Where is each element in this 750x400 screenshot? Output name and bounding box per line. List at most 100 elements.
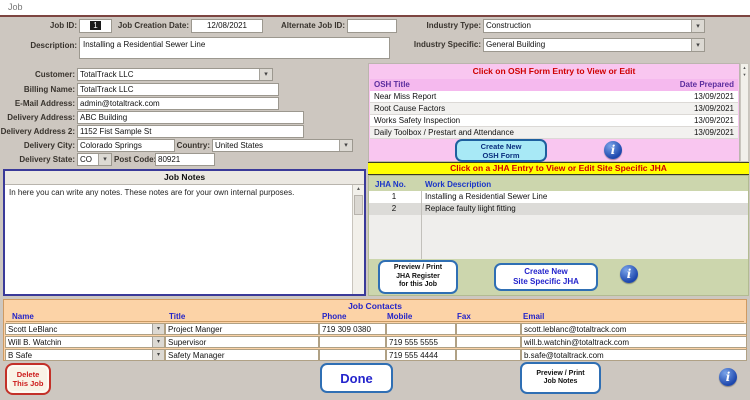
contact-name-value: B Safe (8, 351, 33, 360)
contact-name-value: Scott LeBlanc (8, 325, 58, 334)
industry-type-label: Industry Type: (426, 21, 481, 30)
jha-banner: Click on a JHA Entry to View or Edit Sit… (368, 162, 749, 175)
email-address-field[interactable]: admin@totaltrack.com (77, 97, 279, 110)
description-field[interactable]: Installing a Residential Sewer Line (79, 37, 390, 59)
chevron-down-icon[interactable]: ▾ (339, 140, 352, 151)
industry-specific-label: Industry Specific: (413, 40, 481, 49)
contact-name-value: Will B. Watchin (8, 338, 62, 347)
delivery-state-value: CO (80, 155, 92, 164)
window-title: Job (8, 2, 23, 12)
contact-title-field[interactable]: Supervisor (165, 336, 319, 348)
form-top-border (0, 15, 750, 17)
jha-no-column-header: JHA No. (375, 180, 406, 189)
jha-table-header: JHA No. Work Description (369, 178, 748, 192)
job-contacts-title: Job Contacts (348, 301, 402, 311)
description-label: Description: (30, 41, 77, 50)
billing-name-field[interactable]: TotalTrack LLC (77, 83, 279, 96)
footer-info-icon[interactable]: i (719, 368, 737, 386)
scrollbar-thumb[interactable] (354, 195, 363, 215)
delivery-address-2-label: Delivery Address 2: (0, 127, 75, 136)
osh-row-date: 13/09/2021 (693, 116, 734, 125)
job-id-value: 1 (90, 21, 101, 30)
delivery-city-field[interactable]: Colorado Springs (77, 139, 175, 152)
contact-fax-field[interactable] (456, 336, 521, 348)
osh-row-title: Daily Toolbox / Prestart and Attendance (374, 128, 514, 137)
chevron-down-icon[interactable]: ▾ (98, 154, 111, 165)
preview-print-jha-register-button[interactable]: Preview / Print JHA Register for this Jo… (378, 260, 458, 294)
chevron-down-icon[interactable]: ▾ (152, 337, 164, 347)
scroll-up-icon[interactable]: ▲ (356, 186, 361, 192)
contact-email-field[interactable]: will.b.watchin@totaltrack.com (521, 336, 747, 348)
delivery-city-label: Delivery City: (23, 141, 75, 150)
osh-panel: Click on OSH Form Entry to View or Edit … (368, 63, 740, 162)
industry-specific-value: General Building (486, 40, 546, 49)
job-notes-field[interactable]: In here you can write any notes. These n… (9, 188, 295, 197)
delete-this-job-button[interactable]: Delete This Job (5, 363, 51, 395)
contact-title-field[interactable]: Safety Manager (165, 349, 319, 361)
osh-row-date: 13/09/2021 (693, 92, 734, 101)
country-combobox[interactable]: United States ▾ (212, 139, 353, 152)
scroll-down-icon[interactable]: ▼ (742, 72, 747, 77)
chevron-down-icon[interactable]: ▾ (691, 39, 704, 51)
delivery-address-label: Delivery Address: (7, 113, 75, 122)
customer-value: TotalTrack LLC (80, 70, 134, 79)
jha-row-description: Replace faulty liight fitting (425, 204, 516, 213)
post-code-field[interactable]: 80921 (155, 153, 215, 166)
chevron-down-icon[interactable]: ▾ (152, 324, 164, 334)
alternate-job-id-label: Alternate Job ID: (280, 21, 345, 30)
contact-name-combobox[interactable]: Will B. Watchin ▾ (5, 336, 165, 348)
create-new-osh-form-button[interactable]: Create New OSH Form (455, 139, 547, 162)
chevron-down-icon[interactable]: ▾ (259, 69, 272, 80)
delivery-address-2-field[interactable]: 1152 Fist Sample St (77, 125, 304, 138)
contacts-title-column-header: Title (169, 312, 186, 321)
alternate-job-id-field[interactable] (347, 19, 397, 33)
job-notes-scrollbar[interactable]: ▲ (352, 185, 364, 294)
job-notes-title: Job Notes (5, 171, 364, 185)
osh-row[interactable]: Root Cause Factors 13/09/2021 (370, 103, 738, 115)
contact-title-field[interactable]: Project Manger (165, 323, 319, 335)
contact-fax-field[interactable] (456, 323, 521, 335)
job-notes-panel: Job Notes In here you can write any note… (3, 169, 366, 296)
chevron-down-icon[interactable]: ▾ (691, 20, 704, 32)
contacts-fax-column-header: Fax (457, 312, 471, 321)
done-button[interactable]: Done (320, 363, 393, 393)
billing-name-label: Billing Name: (23, 85, 75, 94)
contact-mobile-field[interactable]: 719 555 5555 (386, 336, 456, 348)
jha-work-description-column-header: Work Description (425, 180, 492, 189)
customer-combobox[interactable]: TotalTrack LLC ▾ (77, 68, 273, 81)
jha-row-number: 2 (391, 204, 397, 213)
email-address-label: E-Mail Address: (14, 99, 75, 108)
osh-scrollbar[interactable]: ▲ ▼ (740, 63, 749, 162)
contact-name-combobox[interactable]: B Safe ▾ (5, 349, 165, 361)
contact-email-field[interactable]: b.safe@totaltrack.com (521, 349, 747, 361)
contact-phone-field[interactable] (319, 336, 386, 348)
job-id-field[interactable]: 1 (79, 19, 112, 33)
jha-empty-rows-area (369, 215, 748, 259)
osh-row[interactable]: Daily Toolbox / Prestart and Attendance … (370, 127, 738, 139)
osh-row-date: 13/09/2021 (693, 104, 734, 113)
contact-mobile-field[interactable]: 719 555 4444 (386, 349, 456, 361)
industry-type-combobox[interactable]: Construction ▾ (483, 19, 705, 33)
contact-email-field[interactable]: scott.leblanc@totaltrack.com (521, 323, 747, 335)
jha-info-icon[interactable]: i (620, 265, 638, 283)
contact-phone-field[interactable] (319, 349, 386, 361)
osh-title-column-header: OSH Title (374, 80, 410, 89)
industry-specific-combobox[interactable]: General Building ▾ (483, 38, 705, 52)
contact-name-combobox[interactable]: Scott LeBlanc ▾ (5, 323, 165, 335)
osh-row[interactable]: Near Miss Report 13/09/2021 (370, 91, 738, 103)
delivery-address-field[interactable]: ABC Building (77, 111, 304, 124)
job-creation-date-field[interactable]: 12/08/2021 (191, 19, 263, 33)
contact-mobile-field[interactable] (386, 323, 456, 335)
create-new-site-specific-jha-button[interactable]: Create New Site Specific JHA (494, 263, 598, 291)
osh-row[interactable]: Works Safety Inspection 13/09/2021 (370, 115, 738, 127)
scroll-up-icon[interactable]: ▲ (742, 65, 747, 70)
chevron-down-icon[interactable]: ▾ (152, 350, 164, 360)
customer-label: Customer: (34, 70, 75, 79)
delivery-state-combobox[interactable]: CO ▾ (77, 153, 112, 166)
contact-phone-field[interactable]: 719 309 0380 (319, 323, 386, 335)
contact-fax-field[interactable] (456, 349, 521, 361)
contacts-header-divider (6, 321, 744, 322)
contacts-email-column-header: Email (523, 312, 545, 321)
osh-info-icon[interactable]: i (604, 141, 622, 159)
preview-print-job-notes-button[interactable]: Preview / Print Job Notes (520, 362, 601, 394)
